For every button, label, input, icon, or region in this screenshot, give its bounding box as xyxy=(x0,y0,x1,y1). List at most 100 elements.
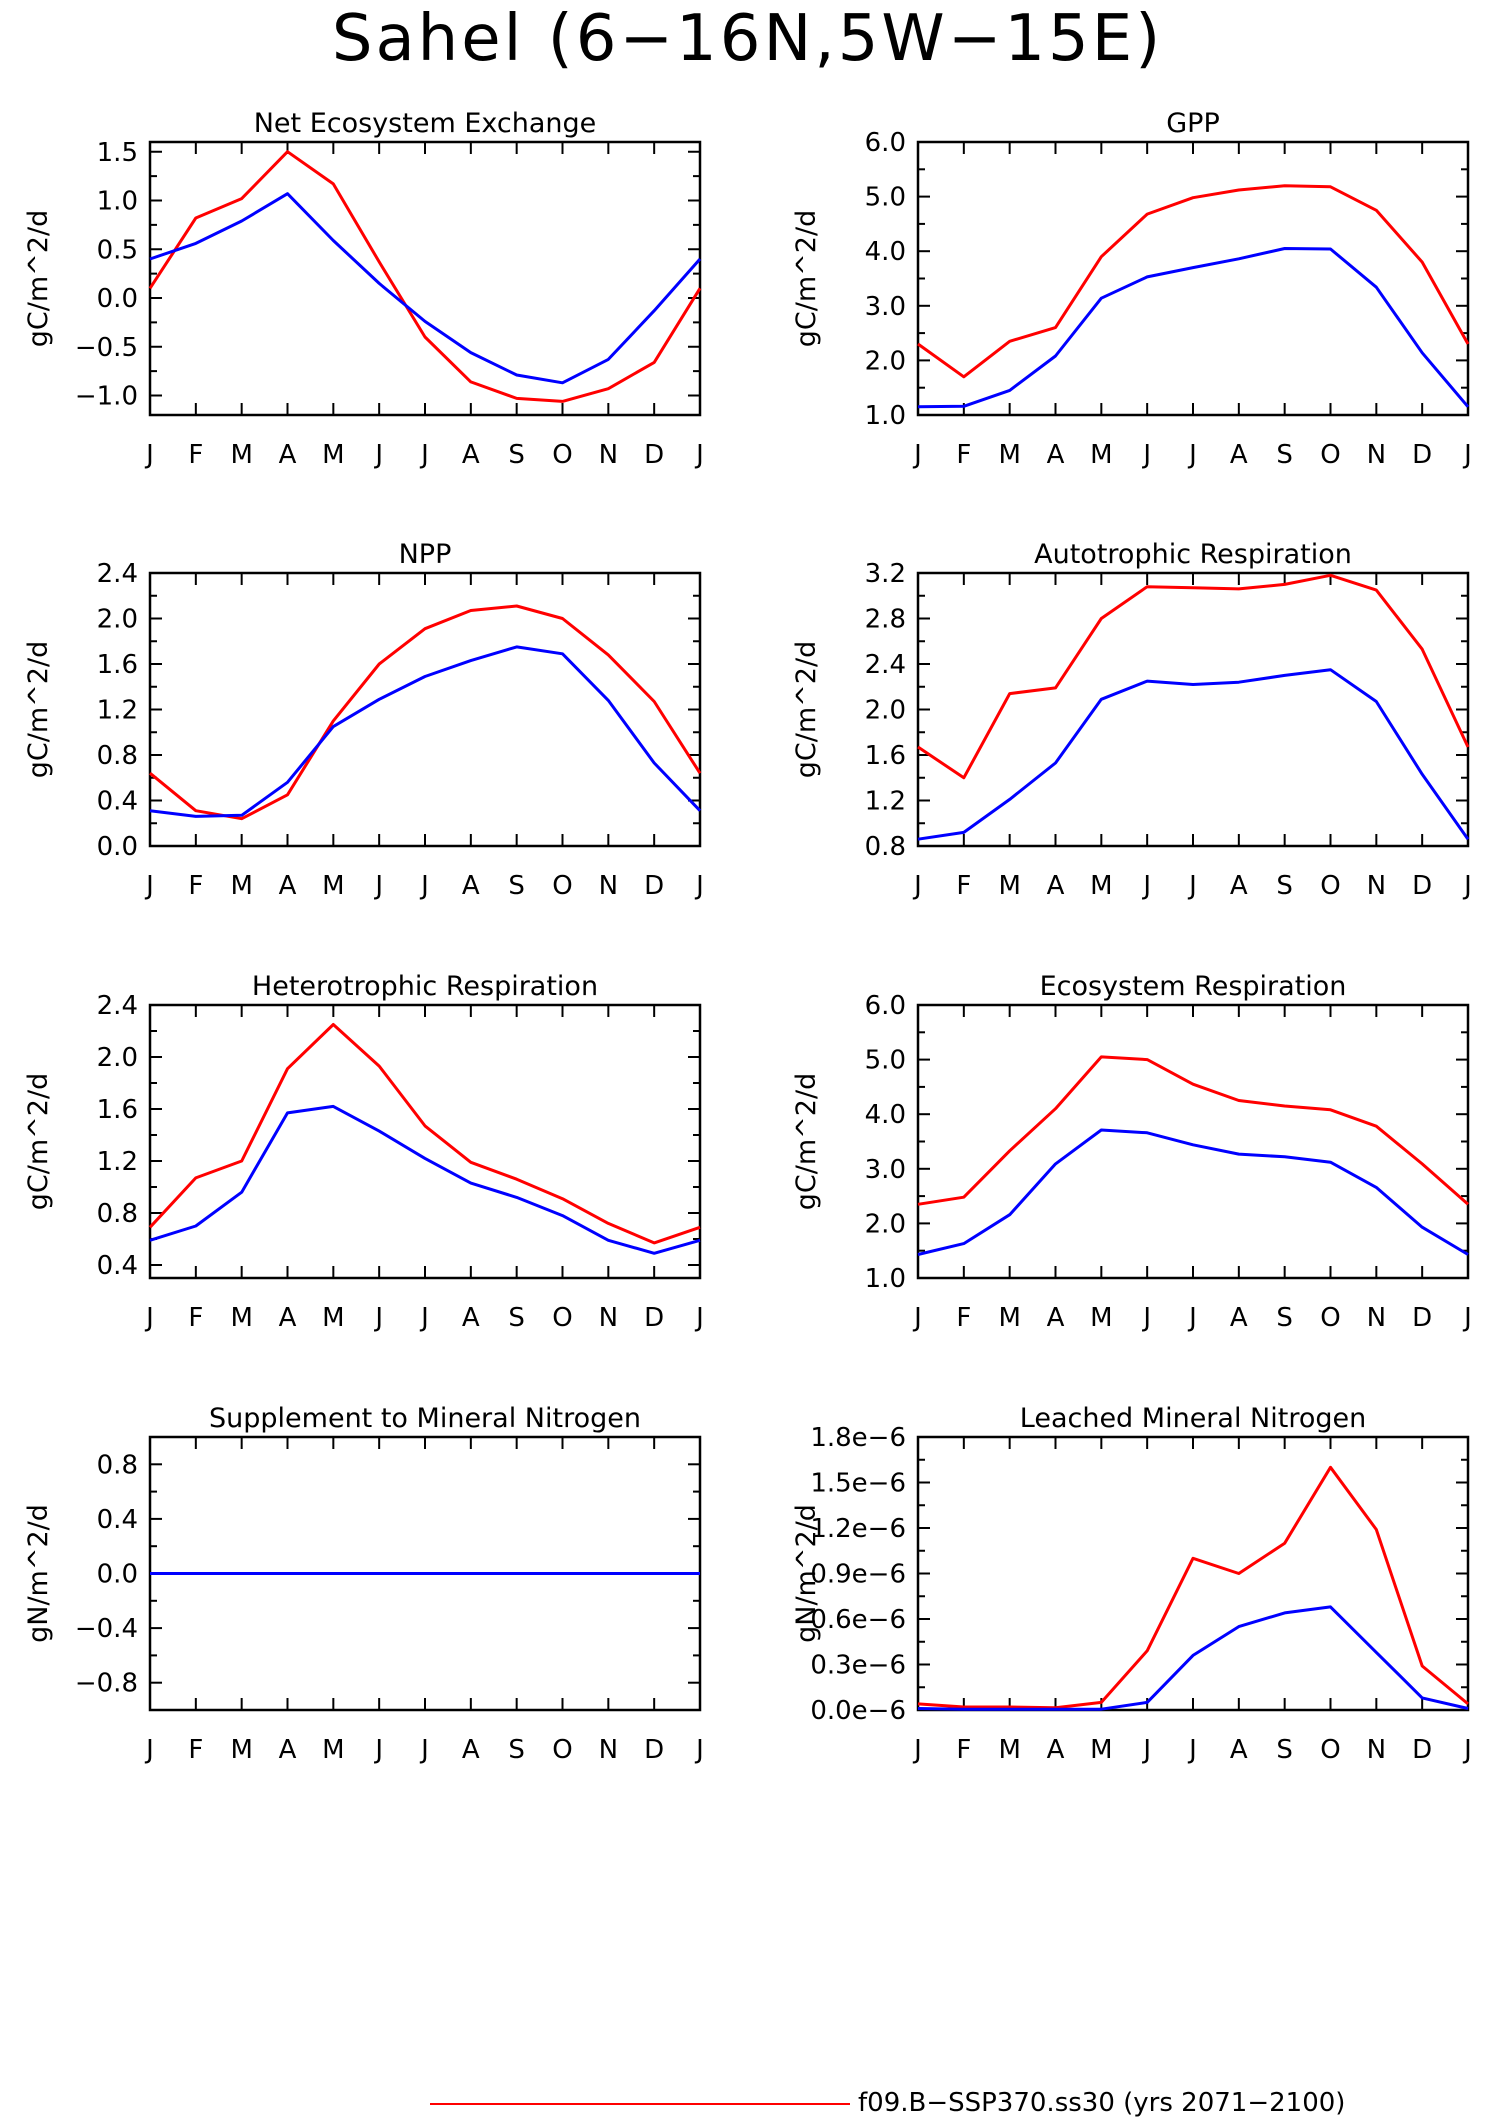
x-tick-label: O xyxy=(552,871,572,901)
x-tick-label: A xyxy=(462,871,480,901)
x-tick-label: M xyxy=(322,440,344,470)
y-tick-label: 0.8 xyxy=(865,832,906,862)
x-tick-label: N xyxy=(599,1303,618,1333)
x-tick-label: S xyxy=(1276,1303,1293,1333)
x-tick-label: N xyxy=(599,440,618,470)
x-tick-label: S xyxy=(508,871,525,901)
x-tick-label: J xyxy=(144,440,154,470)
y-tick-label: 1.6 xyxy=(97,650,138,680)
x-tick-label: J xyxy=(1141,1303,1151,1333)
x-tick-label: N xyxy=(1367,1303,1386,1333)
series-line-red xyxy=(917,1465,1469,1710)
x-tick-label: M xyxy=(1090,1735,1112,1765)
plot-frame xyxy=(916,1435,1470,1712)
y-tick-label: 3.2 xyxy=(865,559,906,589)
x-tick-label: N xyxy=(1367,440,1386,470)
x-tick-label: F xyxy=(956,871,971,901)
x-tick-label: J xyxy=(694,1735,704,1765)
x-tick-label: J xyxy=(144,1303,154,1333)
y-axis-label: gC/m^2/d xyxy=(23,641,54,778)
y-tick-label: 1.2 xyxy=(97,1147,138,1177)
x-tick-label: A xyxy=(1047,440,1065,470)
x-tick-label: F xyxy=(188,440,203,470)
x-tick-label: A xyxy=(279,1735,297,1765)
x-tick-label: A xyxy=(279,1303,297,1333)
y-tick-label: 0.0 xyxy=(97,284,138,314)
y-tick-label: 0.4 xyxy=(97,1505,138,1535)
y-tick-label: 1.5 xyxy=(97,138,138,168)
x-tick-label: J xyxy=(1141,440,1151,470)
x-tick-label: J xyxy=(373,1303,383,1333)
y-tick-label: 4.0 xyxy=(865,1100,906,1130)
x-tick-label: J xyxy=(373,1735,383,1765)
x-tick-label: M xyxy=(998,1735,1020,1765)
x-tick-label: M xyxy=(998,1303,1020,1333)
panel-title: Autotrophic Respiration xyxy=(1034,539,1352,570)
series-line-red xyxy=(148,1023,701,1245)
panel-title: Supplement to Mineral Nitrogen xyxy=(209,1403,641,1434)
series-line-blue xyxy=(917,247,1470,409)
x-tick-label: F xyxy=(956,1303,971,1333)
y-axis-label: gC/m^2/d xyxy=(23,210,54,347)
y-tick-label: 0.0e−6 xyxy=(810,1696,906,1726)
x-tick-label: D xyxy=(644,1735,664,1765)
x-tick-label: A xyxy=(279,871,297,901)
x-tick-label: J xyxy=(373,871,383,901)
y-tick-label: 1.2 xyxy=(865,787,906,817)
x-tick-label: J xyxy=(419,871,429,901)
series-line-red xyxy=(148,150,702,403)
x-tick-label: M xyxy=(230,440,252,470)
y-tick-label: 1.5e−6 xyxy=(810,1469,906,1499)
y-tick-label: 2.0 xyxy=(97,1043,138,1073)
x-tick-label: J xyxy=(694,440,704,470)
x-tick-label: F xyxy=(188,871,203,901)
y-tick-label: 0.9e−6 xyxy=(810,1560,906,1590)
y-tick-label: −0.8 xyxy=(75,1669,138,1699)
y-tick-label: 2.4 xyxy=(97,991,138,1021)
legend-label: f09.B−SSP370.ss30 (yrs 2071−2100) xyxy=(858,2088,1346,2118)
x-tick-label: M xyxy=(230,871,252,901)
x-tick-label: M xyxy=(1090,871,1112,901)
x-tick-label: D xyxy=(1412,1735,1432,1765)
x-tick-label: J xyxy=(1187,1735,1197,1765)
x-tick-label: F xyxy=(188,1735,203,1765)
series-line-blue xyxy=(149,1104,701,1255)
x-tick-label: O xyxy=(552,1735,572,1765)
x-tick-label: A xyxy=(1047,871,1065,901)
x-tick-label: S xyxy=(1276,871,1293,901)
x-tick-label: A xyxy=(462,1735,480,1765)
panel-title: Heterotrophic Respiration xyxy=(252,971,598,1002)
y-tick-label: 1.0 xyxy=(97,187,138,217)
x-tick-label: A xyxy=(279,440,297,470)
x-tick-label: N xyxy=(599,871,618,901)
x-tick-label: M xyxy=(998,871,1020,901)
panel-title: GPP xyxy=(1166,108,1220,139)
panel-title: Leached Mineral Nitrogen xyxy=(1020,1403,1366,1434)
y-tick-label: 2.4 xyxy=(97,559,138,589)
y-tick-label: 0.6e−6 xyxy=(810,1605,906,1635)
y-tick-label: 3.0 xyxy=(865,1155,906,1185)
x-tick-label: J xyxy=(1187,440,1197,470)
x-tick-label: M xyxy=(998,440,1020,470)
y-tick-label: 6.0 xyxy=(865,128,906,158)
series-line-blue xyxy=(917,668,1470,841)
legend: f09.B−SSP370.ss30 (yrs 2071−2100) xyxy=(430,2088,1430,2118)
x-tick-label: O xyxy=(1320,440,1340,470)
y-tick-label: 1.6 xyxy=(865,741,906,771)
x-tick-label: O xyxy=(1320,1303,1340,1333)
x-tick-label: J xyxy=(912,1303,922,1333)
x-tick-label: A xyxy=(1230,871,1248,901)
y-axis-label: gC/m^2/d xyxy=(23,1073,54,1210)
panel-title: NPP xyxy=(399,539,452,570)
x-tick-label: J xyxy=(1462,871,1472,901)
x-tick-label: J xyxy=(144,1735,154,1765)
x-tick-label: O xyxy=(1320,871,1340,901)
y-tick-label: 1.2e−6 xyxy=(810,1514,906,1544)
y-tick-label: 2.0 xyxy=(865,696,906,726)
x-tick-label: S xyxy=(508,1735,525,1765)
series-line-blue xyxy=(917,1605,1469,1711)
x-tick-label: D xyxy=(644,871,664,901)
